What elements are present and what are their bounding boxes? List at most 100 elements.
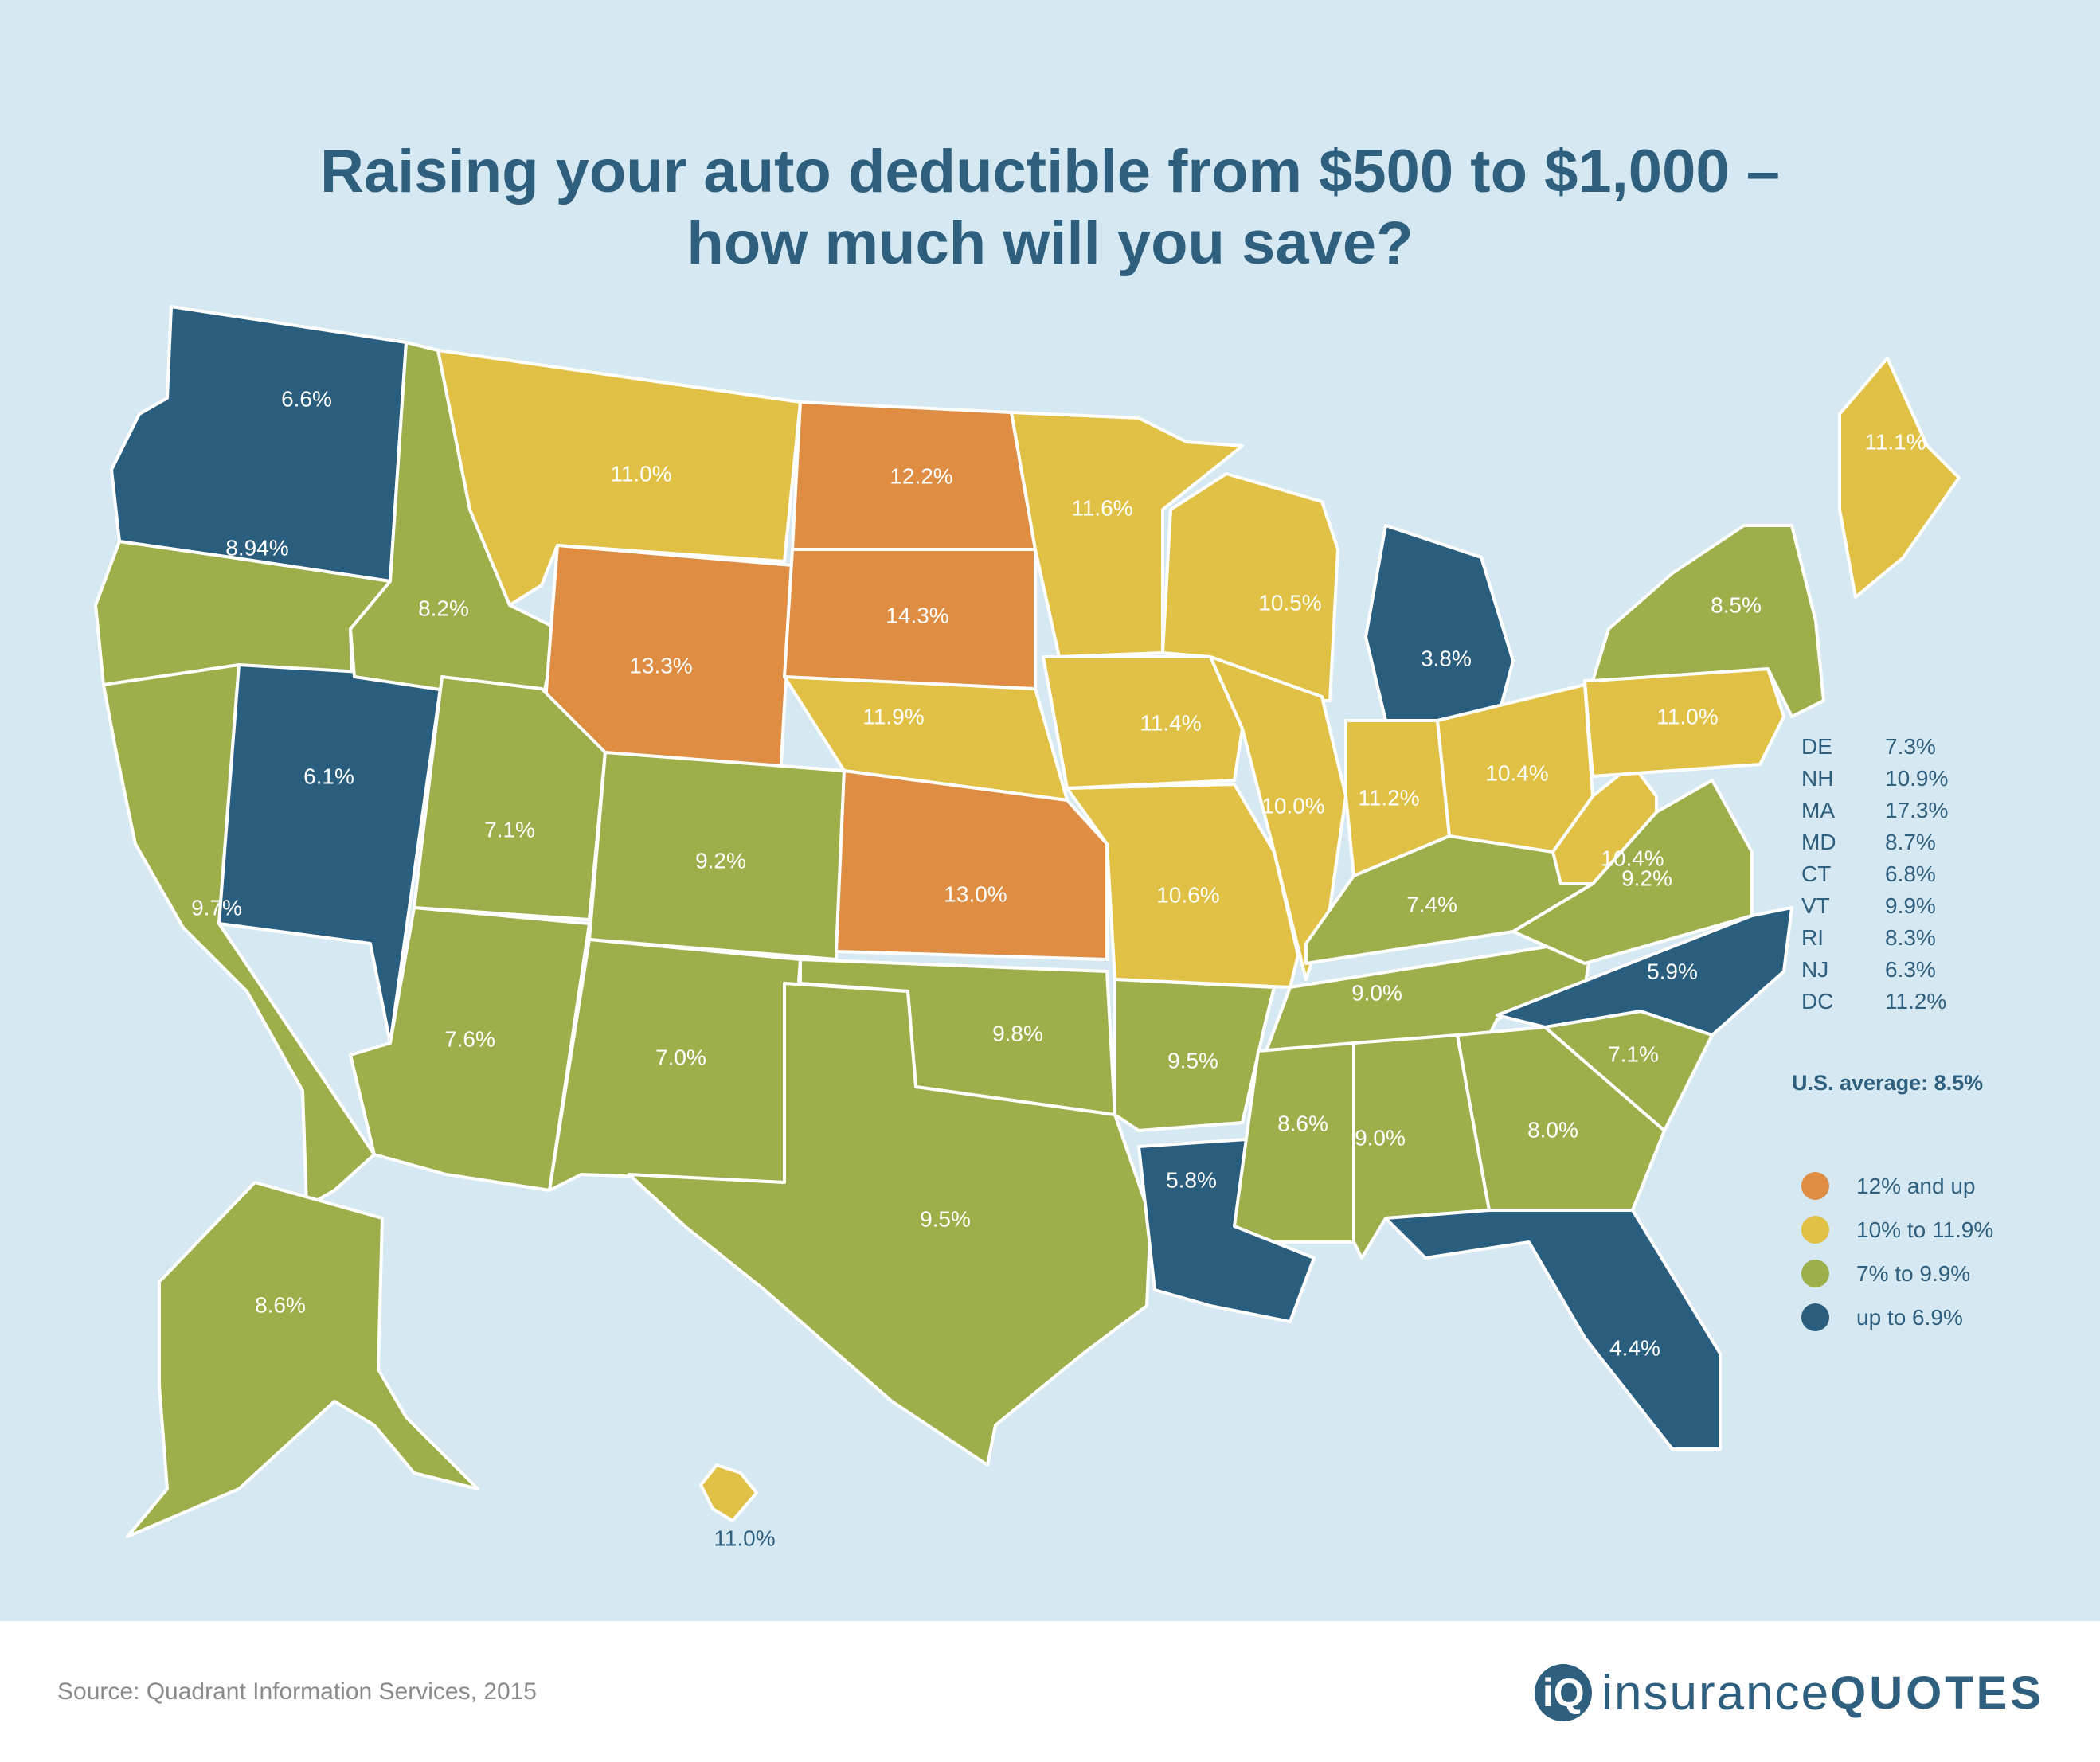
logo-word-quotes: QUOTES [1830,1666,2044,1719]
footer: Source: Quadrant Information Services, 2… [0,1621,2100,1762]
state-label-ny: 8.5% [1711,592,1762,617]
logo-mark-icon: iQ [1535,1664,1593,1721]
state-label-wv: 10.4% [1601,846,1664,870]
small-state-row: RI 8.3% [1801,922,2024,954]
small-state-row: DE 7.3% [1801,731,2024,763]
small-state-code: MA [1801,798,1835,822]
small-state-code: RI [1801,925,1824,950]
state-label-ms: 8.6% [1277,1111,1328,1135]
state-label-il: 10.0% [1261,793,1324,818]
small-state-value: 6.8% [1885,861,1936,886]
state-me [1838,357,1961,599]
small-state-row: MD 8.7% [1801,826,2024,858]
state-mi [1364,524,1515,722]
state-label-ne: 11.9% [862,704,924,729]
state-label-ga: 8.0% [1527,1117,1578,1142]
state-label-ar: 9.5% [1167,1048,1218,1072]
state-label-az: 7.6% [444,1026,495,1051]
state-label-ca: 9.7% [191,895,242,920]
legend-swatch-icon [1801,1216,1829,1244]
state-label-wy: 13.3% [629,653,692,678]
state-tx [628,982,1152,1467]
state-label-ak: 8.6% [255,1292,306,1317]
state-ms [1233,1041,1355,1244]
state-az [349,906,591,1192]
small-state-code: VT [1801,893,1830,918]
small-state-value: 6.3% [1885,957,1936,982]
small-state-code: CT [1801,861,1832,886]
state-ak [126,1181,479,1538]
state-label-wa: 6.6% [281,386,332,411]
title-line-2: how much will you save? [686,209,1414,277]
legend-label: 7% to 9.9% [1856,1260,1971,1286]
state-label-fl: 4.4% [1609,1335,1660,1360]
small-state-value: 17.3% [1885,798,1949,822]
state-ks [835,769,1109,961]
state-label-mt: 11.0% [610,461,671,486]
state-label-tx: 9.5% [920,1206,971,1231]
state-nc [1496,906,1793,1037]
legend: 12% and up 10% to 11.9% 7% to 9.9% up to 6.… [1801,1164,1993,1339]
small-state-value: 8.7% [1885,830,1936,854]
state-mn [1010,411,1244,658]
small-state-row: CT 6.8% [1801,858,2024,890]
small-state-code: DC [1801,989,1834,1014]
small-state-value: 8.3% [1885,925,1936,950]
legend-item: 10% to 11.9% [1801,1208,1993,1252]
state-label-or: 8.94% [225,535,288,560]
legend-swatch-icon [1801,1172,1829,1200]
small-state-row: NJ 6.3% [1801,954,2024,986]
state-label-nm: 7.0% [655,1045,706,1069]
state-hi [699,1463,758,1522]
state-label-pa: 11.0% [1656,704,1718,729]
state-shapes [94,305,1961,1538]
state-label-tn: 9.0% [1351,980,1402,1005]
small-state-code: NH [1801,766,1834,791]
logo-word-insurance: insurance [1601,1665,1831,1721]
state-ia [1042,655,1244,790]
state-label-nv: 6.1% [303,764,354,788]
state-label-al: 9.0% [1355,1125,1406,1150]
state-mo [1066,783,1300,989]
legend-label: 12% and up [1856,1173,1976,1198]
state-label-va: 9.2% [1621,865,1672,890]
state-label-ut: 7.1% [484,817,535,842]
state-label-nd: 12.2% [890,463,952,488]
state-labels: 6.6% 8.94% 9.7% 6.1% 8.2% 11.0% 13.3% 7.1% 7.6% 9… [191,386,1926,1550]
state-label-wi: 10.5% [1258,590,1321,615]
state-ny [1591,524,1825,718]
small-state-row: VT 9.9% [1801,890,2024,922]
legend-label: up to 6.9% [1856,1304,1963,1330]
small-state-value: 10.9% [1885,766,1949,791]
state-label-ok: 9.8% [992,1021,1043,1045]
legend-item: 7% to 9.9% [1801,1252,1993,1295]
state-label-mo: 10.6% [1156,882,1219,907]
state-wv [1551,763,1658,885]
state-label-sd: 14.3% [886,603,948,627]
small-state-row: MA 17.3% [1801,795,2024,826]
small-state-value: 9.9% [1885,893,1936,918]
state-label-in: 11.2% [1358,785,1419,810]
state-fl [1384,1209,1722,1451]
state-label-hi: 11.0% [714,1526,775,1550]
state-ar [1113,978,1276,1132]
small-state-code: DE [1801,734,1832,759]
small-states-table: DE 7.3% NH 10.9% MA 17.3% MD 8.7% CT 6.8% VT 9.9% RI… [1801,731,2024,1018]
legend-label: 10% to 11.9% [1856,1217,1994,1242]
state-label-co: 9.2% [695,848,746,873]
legend-swatch-icon [1801,1303,1829,1331]
state-label-nc: 5.9% [1647,959,1698,983]
small-state-row: NH 10.9% [1801,763,2024,795]
state-label-id: 8.2% [418,596,469,620]
legend-item: 12% and up [1801,1164,1993,1208]
state-label-ia: 11.4% [1140,710,1201,735]
state-label-ky: 7.4% [1406,892,1457,916]
small-state-value: 11.2% [1885,989,1947,1014]
state-ga [1456,1026,1666,1212]
legend-swatch-icon [1801,1260,1829,1287]
small-state-code: NJ [1801,957,1829,982]
small-state-row: DC 11.2% [1801,986,2024,1018]
insurance-quotes-logo: iQ insurance QUOTES [1535,1664,2044,1721]
